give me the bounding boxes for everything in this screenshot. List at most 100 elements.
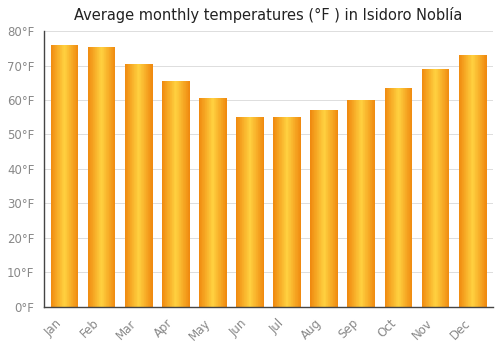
Bar [476,55,477,307]
Bar [213,98,214,307]
Bar [173,81,174,307]
Bar [485,55,486,307]
Bar [50,45,51,307]
Bar [250,117,252,307]
Bar [483,55,484,307]
Bar [72,45,73,307]
Bar [356,100,357,307]
Bar [216,98,217,307]
Bar [170,81,171,307]
Bar [396,88,397,307]
Bar [188,81,189,307]
Bar [362,100,364,307]
Bar [273,117,274,307]
Bar [243,117,244,307]
Bar [94,47,96,307]
Bar [206,98,208,307]
Bar [164,81,166,307]
Bar [133,64,134,307]
Bar [177,81,178,307]
Bar [367,100,368,307]
Bar [54,45,56,307]
Bar [365,100,366,307]
Bar [478,55,479,307]
Bar [349,100,350,307]
Bar [480,55,481,307]
Bar [357,100,358,307]
Bar [460,55,461,307]
Bar [244,117,245,307]
Bar [288,117,289,307]
Bar [204,98,205,307]
Bar [246,117,247,307]
Bar [127,64,128,307]
Bar [199,98,200,307]
Bar [259,117,260,307]
Bar [440,69,441,307]
Bar [240,117,241,307]
Bar [168,81,169,307]
Bar [295,117,296,307]
Bar [352,100,353,307]
Bar [102,47,103,307]
Bar [52,45,54,307]
Bar [406,88,407,307]
Bar [449,69,450,307]
Bar [442,69,443,307]
Bar [388,88,390,307]
Bar [432,69,433,307]
Bar [484,55,485,307]
Bar [404,88,406,307]
Bar [212,98,213,307]
Bar [147,64,148,307]
Bar [408,88,409,307]
Bar [128,64,129,307]
Bar [439,69,440,307]
Bar [136,64,138,307]
Bar [138,64,140,307]
Bar [327,110,328,307]
Bar [434,69,435,307]
Bar [279,117,280,307]
Bar [108,47,109,307]
Bar [129,64,130,307]
Bar [283,117,284,307]
Bar [372,100,373,307]
Bar [176,81,177,307]
Bar [462,55,463,307]
Bar [461,55,462,307]
Bar [355,100,356,307]
Bar [386,88,388,307]
Bar [299,117,300,307]
Bar [366,100,367,307]
Bar [74,45,75,307]
Bar [59,45,60,307]
Bar [318,110,320,307]
Bar [98,47,99,307]
Bar [328,110,329,307]
Bar [242,117,243,307]
Bar [208,98,210,307]
Bar [437,69,438,307]
Bar [313,110,314,307]
Bar [435,69,436,307]
Bar [187,81,188,307]
Bar [466,55,467,307]
Bar [88,47,89,307]
Bar [105,47,106,307]
Bar [202,98,203,307]
Bar [237,117,238,307]
Bar [143,64,144,307]
Bar [201,98,202,307]
Bar [70,45,72,307]
Bar [411,88,412,307]
Bar [423,69,424,307]
Bar [477,55,478,307]
Bar [468,55,469,307]
Bar [390,88,391,307]
Bar [180,81,182,307]
Bar [101,47,102,307]
Bar [438,69,439,307]
Bar [330,110,331,307]
Bar [358,100,359,307]
